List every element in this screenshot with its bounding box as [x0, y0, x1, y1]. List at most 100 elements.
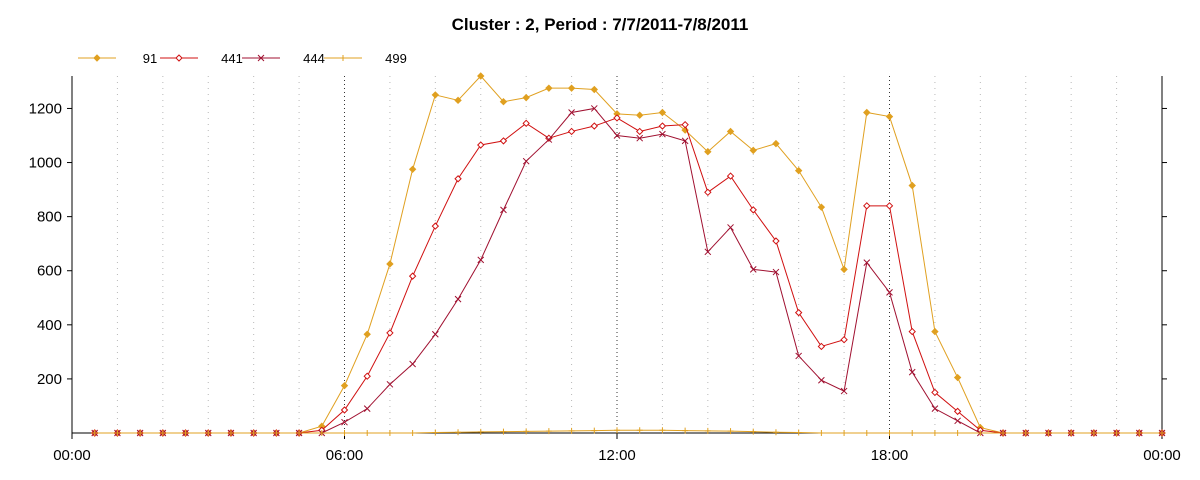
- data-point: [408, 272, 417, 280]
- legend-marker: [340, 55, 346, 61]
- data-point: [704, 148, 712, 156]
- legend-marker: [93, 54, 101, 62]
- data-point: [545, 84, 553, 92]
- data-point: [636, 427, 643, 434]
- data-point: [590, 122, 598, 130]
- data-point: [477, 72, 485, 80]
- data-point: [704, 248, 712, 256]
- data-point: [636, 111, 644, 119]
- data-point: [772, 237, 780, 245]
- data-point: [1136, 430, 1143, 436]
- data-point: [749, 206, 757, 214]
- data-point: [863, 259, 871, 266]
- data-point: [590, 105, 598, 112]
- data-point: [363, 372, 371, 380]
- legend-label: 499: [385, 51, 407, 66]
- legend-item-444: 444: [242, 51, 325, 66]
- data-point: [340, 381, 349, 390]
- data-point: [567, 127, 576, 136]
- data-point: [863, 108, 871, 117]
- x-tick-label: 00:00: [1143, 447, 1181, 464]
- data-point: [931, 388, 939, 397]
- data-point: [318, 430, 325, 436]
- data-point: [817, 203, 826, 211]
- data-point: [545, 136, 553, 143]
- y-tick-label: 200: [37, 371, 62, 388]
- legend-item-91: 91: [78, 51, 157, 66]
- data-point: [977, 430, 984, 436]
- legend-marker: [257, 54, 265, 62]
- data-point: [908, 181, 916, 190]
- data-point: [363, 330, 371, 338]
- data-point: [91, 430, 98, 436]
- data-point: [931, 430, 938, 436]
- data-point: [454, 295, 462, 303]
- data-point: [409, 430, 416, 436]
- data-point: [841, 430, 848, 436]
- data-point: [613, 114, 621, 122]
- data-point: [726, 172, 735, 180]
- data-point: [363, 405, 371, 413]
- data-point: [726, 127, 735, 136]
- data-point: [727, 224, 734, 231]
- data-point: [137, 430, 144, 436]
- data-point: [1045, 430, 1052, 436]
- data-point: [568, 427, 575, 434]
- data-point: [454, 96, 462, 105]
- legend-item-499: 499: [324, 51, 407, 66]
- data-point: [431, 330, 439, 338]
- legend-label: 91: [143, 51, 157, 66]
- data-point: [614, 427, 620, 434]
- y-tick-label: 800: [37, 209, 62, 226]
- x-tick-label: 12:00: [598, 447, 636, 464]
- data-point: [1068, 430, 1075, 436]
- data-point: [772, 139, 780, 148]
- data-point: [636, 134, 644, 142]
- data-point: [341, 430, 348, 436]
- data-point: [931, 405, 939, 413]
- data-point: [885, 202, 894, 210]
- data-point: [863, 430, 870, 436]
- data-point: [682, 427, 689, 434]
- legend-marker: [175, 54, 183, 62]
- data-point: [818, 430, 825, 436]
- data-point: [182, 430, 189, 436]
- data-point: [523, 428, 530, 435]
- data-point: [591, 427, 598, 434]
- data-point: [613, 132, 621, 139]
- data-point: [386, 430, 393, 436]
- chart-title: Cluster : 2, Period : 7/7/2011-7/8/2011: [452, 15, 749, 34]
- data-point: [205, 430, 212, 436]
- data-point: [794, 166, 803, 175]
- data-point: [250, 430, 257, 436]
- data-point: [1113, 430, 1120, 436]
- data-point: [749, 146, 757, 155]
- y-tick-label: 400: [37, 317, 62, 334]
- data-point: [1090, 430, 1097, 436]
- data-point: [568, 109, 575, 116]
- data-point: [704, 427, 711, 434]
- data-point: [817, 342, 826, 351]
- data-point: [273, 430, 280, 436]
- data-point: [659, 130, 666, 138]
- data-point: [159, 430, 166, 436]
- data-point: [386, 380, 394, 388]
- data-point: [795, 429, 802, 436]
- series-group: [91, 72, 1166, 437]
- data-point: [886, 289, 893, 296]
- data-point: [658, 108, 667, 117]
- data-point: [772, 268, 780, 276]
- data-point: [840, 335, 848, 344]
- data-point: [499, 137, 508, 145]
- data-point: [1022, 430, 1029, 436]
- data-point: [431, 91, 440, 99]
- x-tick-label: 00:00: [53, 447, 91, 464]
- data-point: [545, 428, 552, 435]
- data-point: [818, 376, 825, 384]
- data-point: [954, 417, 961, 425]
- data-point: [432, 429, 439, 436]
- data-point: [681, 137, 689, 145]
- data-point: [386, 260, 394, 268]
- x-tick-label: 18:00: [871, 447, 909, 464]
